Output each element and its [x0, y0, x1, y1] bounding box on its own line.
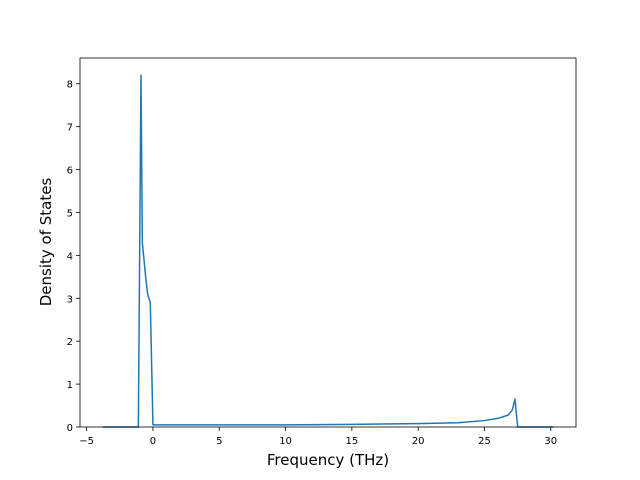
x-tick-label: 5 — [216, 436, 222, 447]
y-tick-label: 1 — [67, 380, 73, 391]
y-tick-label: 3 — [67, 294, 73, 305]
x-tick-label: 25 — [478, 436, 491, 447]
y-tick-label: 2 — [67, 337, 73, 348]
axes-frame — [79, 57, 577, 428]
y-tick-label: 4 — [67, 251, 73, 262]
y-tick-label: 5 — [67, 208, 73, 219]
x-tick-label: 10 — [279, 436, 292, 447]
x-tick-label: 30 — [544, 436, 557, 447]
data-line — [102, 74, 554, 428]
x-axis-label: Frequency (THz) — [267, 451, 389, 469]
y-tick-label: 8 — [67, 80, 73, 91]
x-tick-label: 15 — [346, 436, 359, 447]
x-tick-label: 0 — [150, 436, 156, 447]
y-tick-label: 6 — [67, 166, 73, 177]
x-tick-label: −5 — [79, 436, 94, 447]
y-axis-label: Density of States — [37, 178, 55, 307]
y-tick-label: 7 — [67, 123, 73, 134]
x-tick-label: 20 — [412, 436, 425, 447]
y-tick-label: 0 — [67, 423, 73, 434]
